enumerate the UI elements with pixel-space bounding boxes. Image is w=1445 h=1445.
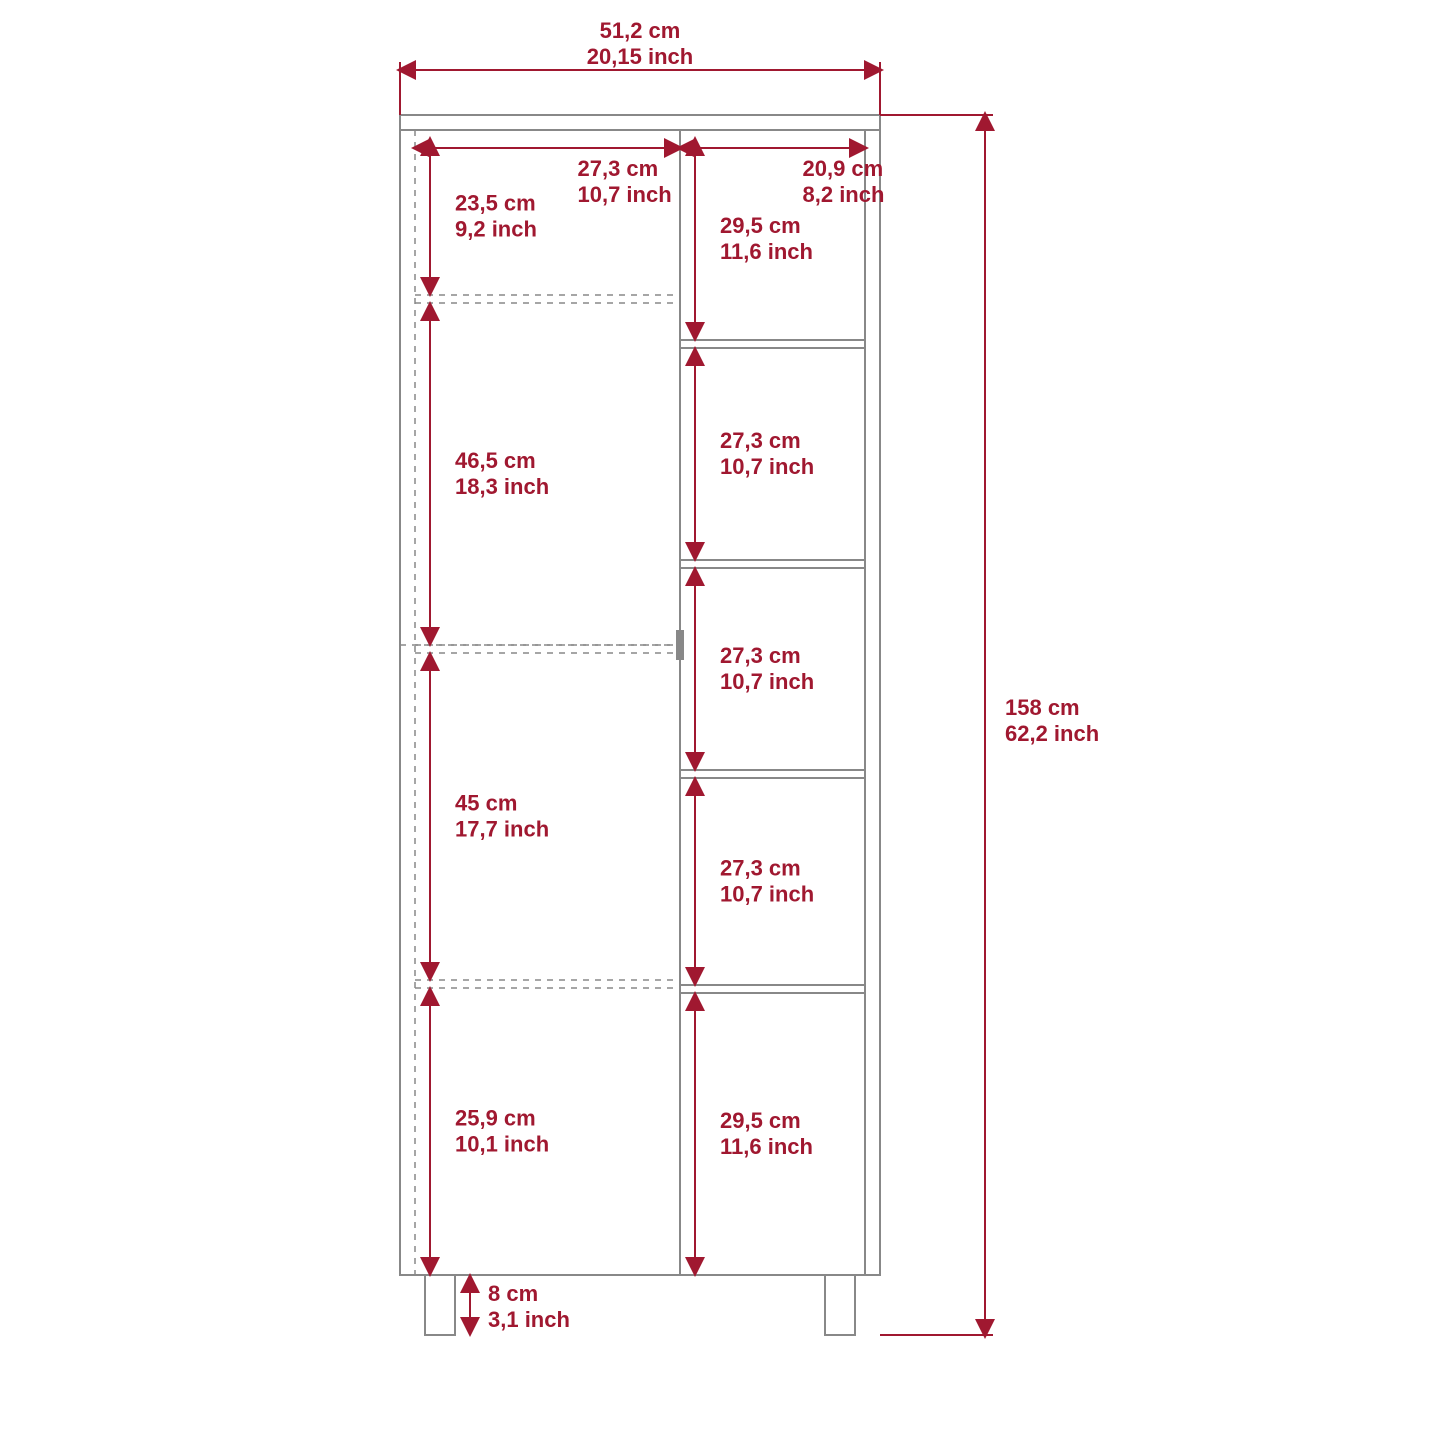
right-inner-width: 20,9 cm (803, 156, 884, 181)
right-section-0: 11,6 inch (720, 239, 813, 264)
dimension-drawing: 51,2 cm20,15 inch158 cm62,2 inch27,3 cm1… (0, 0, 1445, 1445)
left-section-1: 46,5 cm (455, 448, 536, 473)
leg (825, 1275, 855, 1335)
left-section-0: 23,5 cm (455, 191, 536, 216)
right-section-4: 11,6 inch (720, 1134, 813, 1159)
right-section-3: 10,7 inch (720, 882, 814, 907)
left-section-1: 18,3 inch (455, 474, 549, 499)
left-inner-width: 27,3 cm (578, 156, 659, 181)
left-section-2: 45 cm (455, 791, 517, 816)
left-section-3: 25,9 cm (455, 1106, 536, 1131)
right-section-1: 27,3 cm (720, 428, 801, 453)
right-section-2: 10,7 inch (720, 669, 814, 694)
leg (425, 1275, 455, 1335)
right-section-3: 27,3 cm (720, 856, 801, 881)
leg-height: 3,1 inch (488, 1307, 570, 1332)
right-section-4: 29,5 cm (720, 1108, 801, 1133)
right-section-1: 10,7 inch (720, 454, 814, 479)
right-section-2: 27,3 cm (720, 643, 801, 668)
top-width: 20,15 inch (587, 44, 693, 69)
leg-height: 8 cm (488, 1281, 538, 1306)
left-section-3: 10,1 inch (455, 1132, 549, 1157)
right-inner-width: 8,2 inch (803, 182, 885, 207)
top-width: 51,2 cm (600, 18, 681, 43)
left-section-2: 17,7 inch (455, 817, 549, 842)
handle (676, 630, 684, 660)
overall-height: 158 cm (1005, 695, 1080, 720)
overall-height: 62,2 inch (1005, 721, 1099, 746)
left-section-0: 9,2 inch (455, 217, 537, 242)
left-inner-width: 10,7 inch (578, 182, 672, 207)
cabinet-outline (400, 115, 880, 1275)
right-section-0: 29,5 cm (720, 213, 801, 238)
